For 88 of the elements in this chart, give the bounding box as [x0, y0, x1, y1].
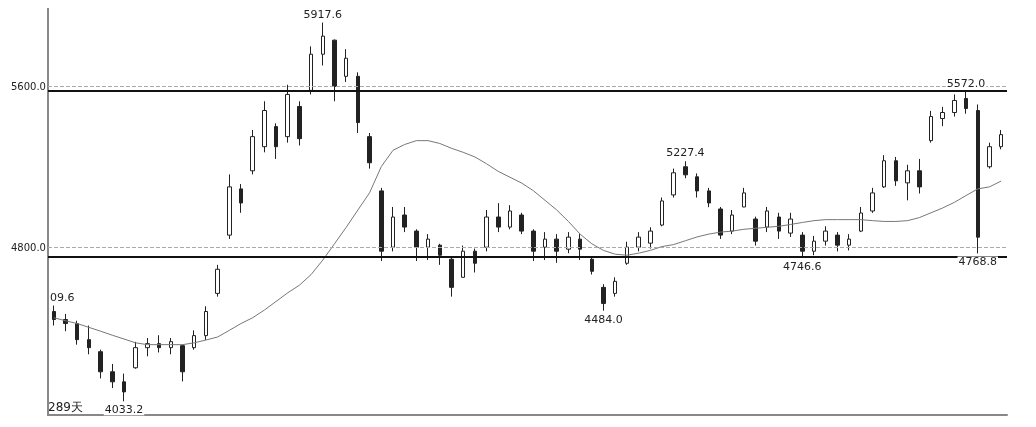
- candlestick: [227, 173, 232, 240]
- candlestick: [765, 206, 769, 233]
- candlestick: [98, 349, 103, 379]
- candlestick: [344, 48, 348, 83]
- candlestick: [496, 202, 501, 233]
- candlestick: [180, 344, 185, 382]
- candlestick: [601, 283, 606, 312]
- candlestick: [262, 100, 267, 153]
- candlestick: [519, 212, 524, 235]
- candlestick: [426, 233, 430, 261]
- candlestick: [788, 212, 793, 238]
- candlestick: [835, 231, 840, 252]
- candlestick: [823, 225, 828, 247]
- candlestick: [75, 320, 79, 346]
- annotation: 09.6: [50, 290, 75, 304]
- candlestick: [414, 228, 419, 262]
- y-tick-label: 4800.0: [10, 241, 46, 253]
- candlestick: [204, 305, 208, 341]
- annotation: 4746.6: [783, 259, 822, 273]
- annotation: 4768.8: [958, 255, 998, 269]
- candlestick: [707, 187, 711, 208]
- candlestick: [122, 373, 126, 402]
- candlestick: [133, 341, 138, 370]
- candlestick: [543, 231, 547, 261]
- candlestick: [730, 209, 734, 235]
- candlestick: [847, 233, 851, 251]
- candlestick: [274, 122, 278, 160]
- candlestick: [613, 276, 617, 298]
- candlestick: [332, 39, 337, 102]
- candlestick: [391, 206, 395, 252]
- candlestick: [753, 216, 758, 247]
- candlestick: [508, 204, 512, 230]
- candlestick: [590, 257, 594, 276]
- candlestick: [110, 363, 115, 389]
- candlestick: [285, 84, 290, 144]
- candlestick: [671, 168, 676, 199]
- candlestick: [882, 154, 886, 189]
- candlestick: [929, 110, 933, 144]
- candlestick: [239, 183, 243, 214]
- candlestick: [321, 22, 325, 66]
- candlestick: [379, 187, 384, 262]
- candlestick: [660, 197, 664, 227]
- annotation: 5917.6: [303, 7, 343, 21]
- candlestick: [987, 142, 992, 170]
- candlestick: [402, 206, 407, 233]
- candlestick: [566, 231, 571, 254]
- candlestick: [367, 132, 372, 170]
- candlestick: [449, 257, 454, 298]
- candlestick: [192, 329, 196, 351]
- annotation: 5227.4: [666, 146, 705, 160]
- candlestick: [917, 158, 922, 195]
- candlestick: [870, 187, 875, 214]
- candlestick: [999, 129, 1003, 150]
- annotation: 4484.0: [584, 312, 623, 326]
- candlestick: [812, 235, 816, 256]
- candlestick: [554, 233, 559, 264]
- candlestick: [894, 156, 898, 187]
- candlestick: [169, 337, 173, 355]
- candlestick: [461, 245, 465, 278]
- candlestick: [952, 93, 957, 118]
- candlestick: [695, 172, 699, 199]
- candlestick: [800, 231, 805, 259]
- candlestick: [648, 226, 653, 250]
- annotation: 4033.2: [104, 403, 144, 417]
- candlestick: [964, 91, 968, 115]
- y-tick-label: 5600.0: [10, 80, 46, 92]
- candlestick: [531, 228, 536, 262]
- candlestick: [742, 187, 746, 208]
- candlestick: [52, 305, 56, 327]
- candlestick: [309, 45, 313, 95]
- candlestick: [859, 206, 863, 233]
- candlestick: [215, 264, 220, 298]
- candlestick: [250, 129, 255, 175]
- candlestick: [578, 233, 582, 261]
- candlestick: [438, 243, 442, 266]
- candlestick: [718, 206, 723, 240]
- candlestick: [777, 212, 781, 240]
- annotation: 289天: [48, 400, 83, 414]
- candlestick: [356, 71, 360, 134]
- candlestick: [976, 103, 980, 254]
- candlestick: [940, 106, 945, 127]
- candlestick: [683, 160, 688, 179]
- candlestick: [87, 325, 91, 355]
- candlestick: [484, 209, 489, 252]
- candlestick: [636, 231, 641, 252]
- candlestick: [905, 164, 910, 201]
- annotation: 5572.0: [946, 77, 986, 91]
- candlestick: [297, 100, 302, 146]
